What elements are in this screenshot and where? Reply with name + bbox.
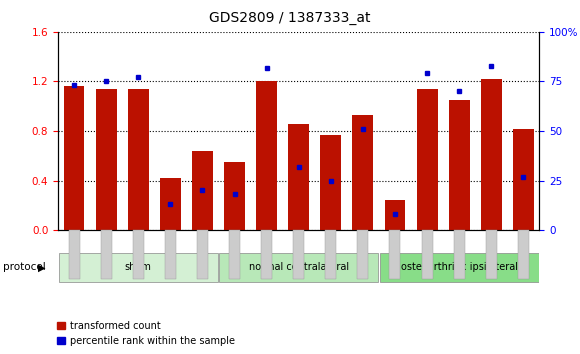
Bar — [416, 89, 437, 230]
Text: ▶: ▶ — [38, 262, 45, 272]
Text: sham: sham — [125, 262, 152, 272]
Bar — [320, 135, 341, 230]
FancyBboxPatch shape — [59, 253, 218, 282]
Bar — [449, 100, 470, 230]
Text: normal contralateral: normal contralateral — [249, 262, 349, 272]
Text: osteoarthritic ipsilateral: osteoarthritic ipsilateral — [401, 262, 518, 272]
Bar — [128, 89, 148, 230]
Bar — [160, 178, 181, 230]
Bar — [353, 115, 374, 230]
Bar — [288, 124, 309, 230]
Text: GDS2809 / 1387333_at: GDS2809 / 1387333_at — [209, 11, 371, 25]
Bar — [256, 81, 277, 230]
Bar — [385, 200, 405, 230]
Bar — [192, 151, 213, 230]
Bar — [481, 79, 502, 230]
Text: protocol: protocol — [3, 262, 46, 272]
FancyBboxPatch shape — [219, 253, 378, 282]
FancyBboxPatch shape — [379, 253, 539, 282]
Bar — [224, 162, 245, 230]
Bar — [513, 129, 534, 230]
Legend: transformed count, percentile rank within the sample: transformed count, percentile rank withi… — [57, 321, 235, 346]
Bar — [64, 86, 85, 230]
Bar — [96, 89, 117, 230]
